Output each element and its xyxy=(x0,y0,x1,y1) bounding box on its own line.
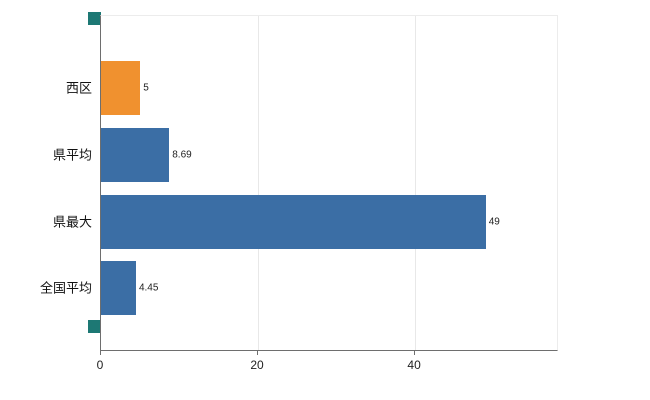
category-label: 全国平均 xyxy=(39,280,92,296)
x-tick-label: 20 xyxy=(250,358,264,372)
category-label: 県最大 xyxy=(52,214,92,230)
bar-西区[interactable] xyxy=(101,61,141,115)
category-label: 県平均 xyxy=(52,147,92,163)
category-label: 西区 xyxy=(65,80,92,96)
x-tick-label: 40 xyxy=(407,358,421,372)
gridline xyxy=(415,16,417,350)
value-label: 4.45 xyxy=(138,282,159,294)
plot-area: 5 8.69 49 4.45 xyxy=(100,15,558,351)
bar-全国平均[interactable] xyxy=(101,261,136,316)
value-label: 8.69 xyxy=(172,149,192,161)
value-label: 49 xyxy=(488,216,500,228)
value-label: 5 xyxy=(143,82,149,94)
bar-県平均[interactable] xyxy=(101,127,170,182)
gridline xyxy=(258,16,260,350)
axis-scroll-handle-top-icon[interactable] xyxy=(88,12,101,25)
bar-県最大[interactable] xyxy=(101,194,486,249)
axis-scroll-handle-bottom-icon[interactable] xyxy=(88,320,101,333)
x-tick-label: 0 xyxy=(96,358,104,372)
